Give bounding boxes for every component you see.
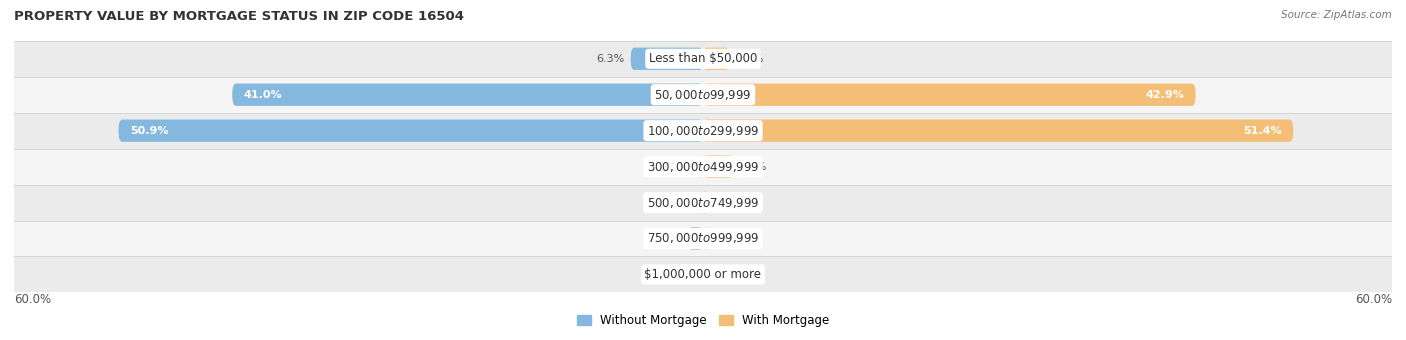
Text: 0.0%: 0.0% bbox=[709, 269, 737, 279]
Text: 60.0%: 60.0% bbox=[1355, 293, 1392, 306]
FancyBboxPatch shape bbox=[631, 48, 703, 70]
FancyBboxPatch shape bbox=[688, 227, 703, 250]
Text: 0.5%: 0.5% bbox=[664, 162, 692, 172]
Text: $50,000 to $99,999: $50,000 to $99,999 bbox=[654, 88, 752, 102]
Text: $100,000 to $299,999: $100,000 to $299,999 bbox=[647, 124, 759, 138]
FancyBboxPatch shape bbox=[703, 155, 733, 178]
Text: PROPERTY VALUE BY MORTGAGE STATUS IN ZIP CODE 16504: PROPERTY VALUE BY MORTGAGE STATUS IN ZIP… bbox=[14, 10, 464, 23]
FancyBboxPatch shape bbox=[703, 120, 1294, 142]
Bar bbox=[14, 77, 1392, 113]
Text: 2.3%: 2.3% bbox=[735, 54, 763, 64]
FancyBboxPatch shape bbox=[697, 155, 703, 178]
Text: 2.6%: 2.6% bbox=[738, 162, 766, 172]
FancyBboxPatch shape bbox=[703, 84, 1195, 106]
Bar bbox=[14, 41, 1392, 77]
Text: 60.0%: 60.0% bbox=[14, 293, 51, 306]
Legend: Without Mortgage, With Mortgage: Without Mortgage, With Mortgage bbox=[572, 309, 834, 332]
Text: 0.54%: 0.54% bbox=[714, 234, 751, 243]
Text: 0.0%: 0.0% bbox=[669, 269, 697, 279]
FancyBboxPatch shape bbox=[118, 120, 703, 142]
FancyBboxPatch shape bbox=[703, 227, 709, 250]
FancyBboxPatch shape bbox=[703, 191, 707, 214]
Bar bbox=[14, 113, 1392, 149]
Bar bbox=[14, 221, 1392, 256]
Text: 1.3%: 1.3% bbox=[654, 234, 682, 243]
FancyBboxPatch shape bbox=[703, 48, 730, 70]
Text: 6.3%: 6.3% bbox=[596, 54, 624, 64]
Text: Less than $50,000: Less than $50,000 bbox=[648, 52, 758, 65]
Text: 41.0%: 41.0% bbox=[243, 90, 283, 100]
Text: 42.9%: 42.9% bbox=[1146, 90, 1184, 100]
Text: $300,000 to $499,999: $300,000 to $499,999 bbox=[647, 159, 759, 174]
Text: Source: ZipAtlas.com: Source: ZipAtlas.com bbox=[1281, 10, 1392, 20]
Bar bbox=[14, 256, 1392, 292]
Text: 50.9%: 50.9% bbox=[129, 126, 169, 136]
Text: $500,000 to $749,999: $500,000 to $749,999 bbox=[647, 195, 759, 209]
Text: 0.0%: 0.0% bbox=[669, 198, 697, 207]
Text: 51.4%: 51.4% bbox=[1243, 126, 1282, 136]
Bar bbox=[14, 149, 1392, 185]
Text: 0.31%: 0.31% bbox=[713, 198, 748, 207]
FancyBboxPatch shape bbox=[232, 84, 703, 106]
Text: $1,000,000 or more: $1,000,000 or more bbox=[644, 268, 762, 281]
Text: $750,000 to $999,999: $750,000 to $999,999 bbox=[647, 232, 759, 245]
Bar bbox=[14, 185, 1392, 221]
